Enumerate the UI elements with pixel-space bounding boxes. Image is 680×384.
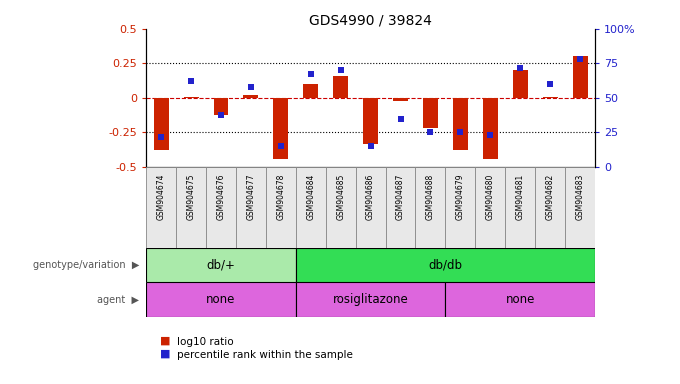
Text: GSM904686: GSM904686	[366, 174, 375, 220]
Bar	[266, 167, 296, 248]
Bar	[453, 98, 468, 151]
Text: genotype/variation  ▶: genotype/variation ▶	[33, 260, 139, 270]
Bar	[393, 98, 408, 101]
Bar	[296, 167, 326, 248]
Bar	[483, 98, 498, 159]
Bar	[513, 70, 528, 98]
Bar	[363, 98, 378, 144]
Text: rosiglitazone: rosiglitazone	[333, 293, 409, 306]
Bar	[505, 167, 535, 248]
Text: db/+: db/+	[207, 258, 235, 271]
Text: GSM904681: GSM904681	[515, 174, 525, 220]
Text: GSM904685: GSM904685	[336, 174, 345, 220]
Text: percentile rank within the sample: percentile rank within the sample	[177, 350, 353, 360]
Bar	[543, 96, 558, 98]
Text: GSM904680: GSM904680	[486, 174, 495, 220]
Bar	[154, 98, 169, 151]
Bar	[415, 167, 445, 248]
Text: GSM904675: GSM904675	[186, 174, 196, 220]
Bar	[214, 98, 228, 114]
Text: GSM904683: GSM904683	[575, 174, 585, 220]
Text: GSM904684: GSM904684	[306, 174, 316, 220]
Bar	[445, 282, 595, 317]
Bar	[565, 167, 595, 248]
Text: GSM904676: GSM904676	[216, 174, 226, 220]
Bar	[535, 167, 565, 248]
Bar	[243, 95, 258, 98]
Bar	[236, 167, 266, 248]
Bar	[356, 167, 386, 248]
Text: GSM904674: GSM904674	[156, 174, 166, 220]
Bar	[573, 56, 588, 98]
Bar	[273, 98, 288, 159]
Bar	[333, 76, 348, 98]
Text: none: none	[505, 293, 535, 306]
Bar	[423, 98, 438, 128]
Bar	[386, 167, 415, 248]
Text: GSM904677: GSM904677	[246, 174, 256, 220]
Bar	[146, 248, 296, 282]
Bar	[296, 248, 595, 282]
Text: GSM904682: GSM904682	[545, 174, 555, 220]
Text: agent  ▶: agent ▶	[97, 295, 139, 305]
Bar	[326, 167, 356, 248]
Text: GSM904687: GSM904687	[396, 174, 405, 220]
Text: GSM904678: GSM904678	[276, 174, 286, 220]
Bar	[184, 96, 199, 98]
Bar	[176, 167, 206, 248]
Title: GDS4990 / 39824: GDS4990 / 39824	[309, 14, 432, 28]
Text: db/db: db/db	[428, 258, 462, 271]
Bar	[475, 167, 505, 248]
Bar	[445, 167, 475, 248]
Bar	[303, 84, 318, 98]
Text: GSM904688: GSM904688	[426, 174, 435, 220]
Text: log10 ratio: log10 ratio	[177, 337, 233, 347]
Text: ■: ■	[160, 349, 170, 359]
Text: none: none	[206, 293, 236, 306]
Text: GSM904679: GSM904679	[456, 174, 465, 220]
Bar	[296, 282, 445, 317]
Bar	[146, 167, 176, 248]
Text: ■: ■	[160, 336, 170, 346]
Bar	[146, 282, 296, 317]
Bar	[206, 167, 236, 248]
